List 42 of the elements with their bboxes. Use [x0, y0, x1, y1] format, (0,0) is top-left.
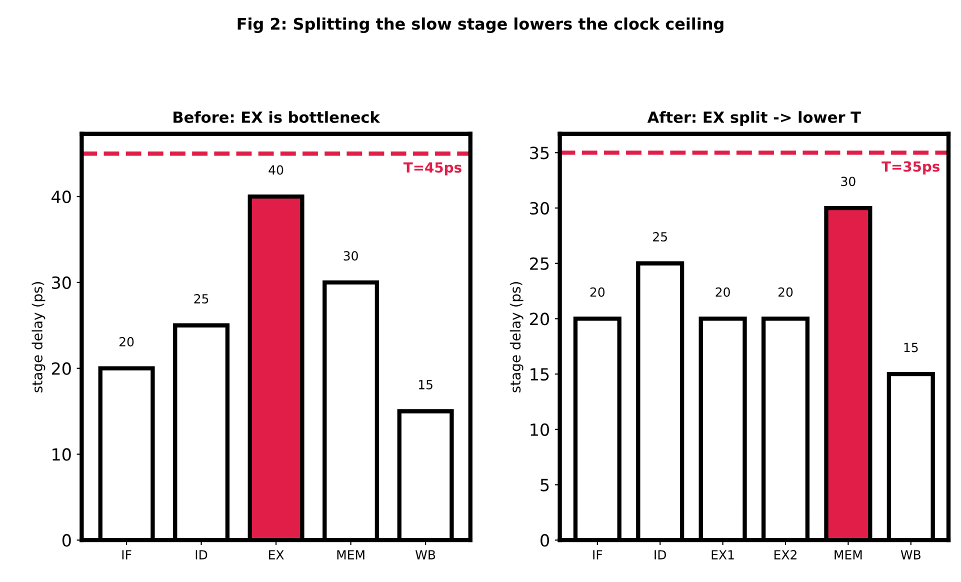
x-tick-label: ID [196, 550, 208, 560]
x-tick-label: MEM [834, 550, 862, 560]
x-tick-label: WB [415, 550, 436, 560]
data-label: 25 [653, 232, 667, 242]
y-tick-label: 10 [52, 448, 71, 461]
x-tick-label: IF [593, 550, 602, 560]
x-tick-label: EX [269, 550, 284, 560]
y-tick-label: 30 [530, 202, 549, 215]
y-tick-label: 10 [530, 423, 549, 436]
data-label: 30 [344, 251, 358, 261]
y-tick-label: 40 [52, 190, 71, 204]
data-label: 20 [716, 287, 730, 297]
y-tick-label: 15 [530, 368, 549, 381]
y-tick-label: 35 [530, 146, 549, 160]
x-tick-label: EX2 [774, 550, 796, 560]
caption: Fig 2: Splitting the slow stage lowers the clock ceiling [238, 17, 724, 34]
y-axis-title: stage delay (ps) [32, 282, 46, 392]
y-tick-label: 30 [52, 276, 71, 290]
data-label: 20 [120, 337, 134, 346]
data-label: 25 [194, 294, 208, 304]
data-label: 15 [418, 380, 432, 390]
y-axis-title: stage delay (ps) [510, 282, 524, 392]
data-label: 40 [268, 165, 284, 175]
data-label: 15 [904, 342, 918, 352]
data-label: 30 [841, 176, 856, 186]
ref-line-label: T=45ps [403, 162, 462, 176]
ref-line-label: T=35ps [882, 161, 940, 174]
chart-title: Before: EX is bottleneck [174, 111, 380, 123]
x-tick-label: MEM [337, 550, 364, 560]
y-tick-label: 5 [540, 478, 549, 492]
x-tick-label: WB [900, 550, 920, 560]
x-tick-label: IF [122, 550, 132, 560]
y-tick-label: 20 [530, 312, 549, 326]
x-tick-label: EX1 [712, 550, 734, 560]
y-tick-label: 0 [62, 534, 71, 547]
y-tick-label: 0 [540, 534, 549, 547]
y-tick-label: 25 [530, 257, 549, 270]
y-tick-label: 20 [52, 362, 71, 375]
x-tick-label: ID [654, 550, 666, 560]
chart-title: After: EX split -> lower T [647, 111, 861, 126]
data-label: 20 [590, 287, 605, 297]
data-label: 20 [778, 287, 793, 297]
